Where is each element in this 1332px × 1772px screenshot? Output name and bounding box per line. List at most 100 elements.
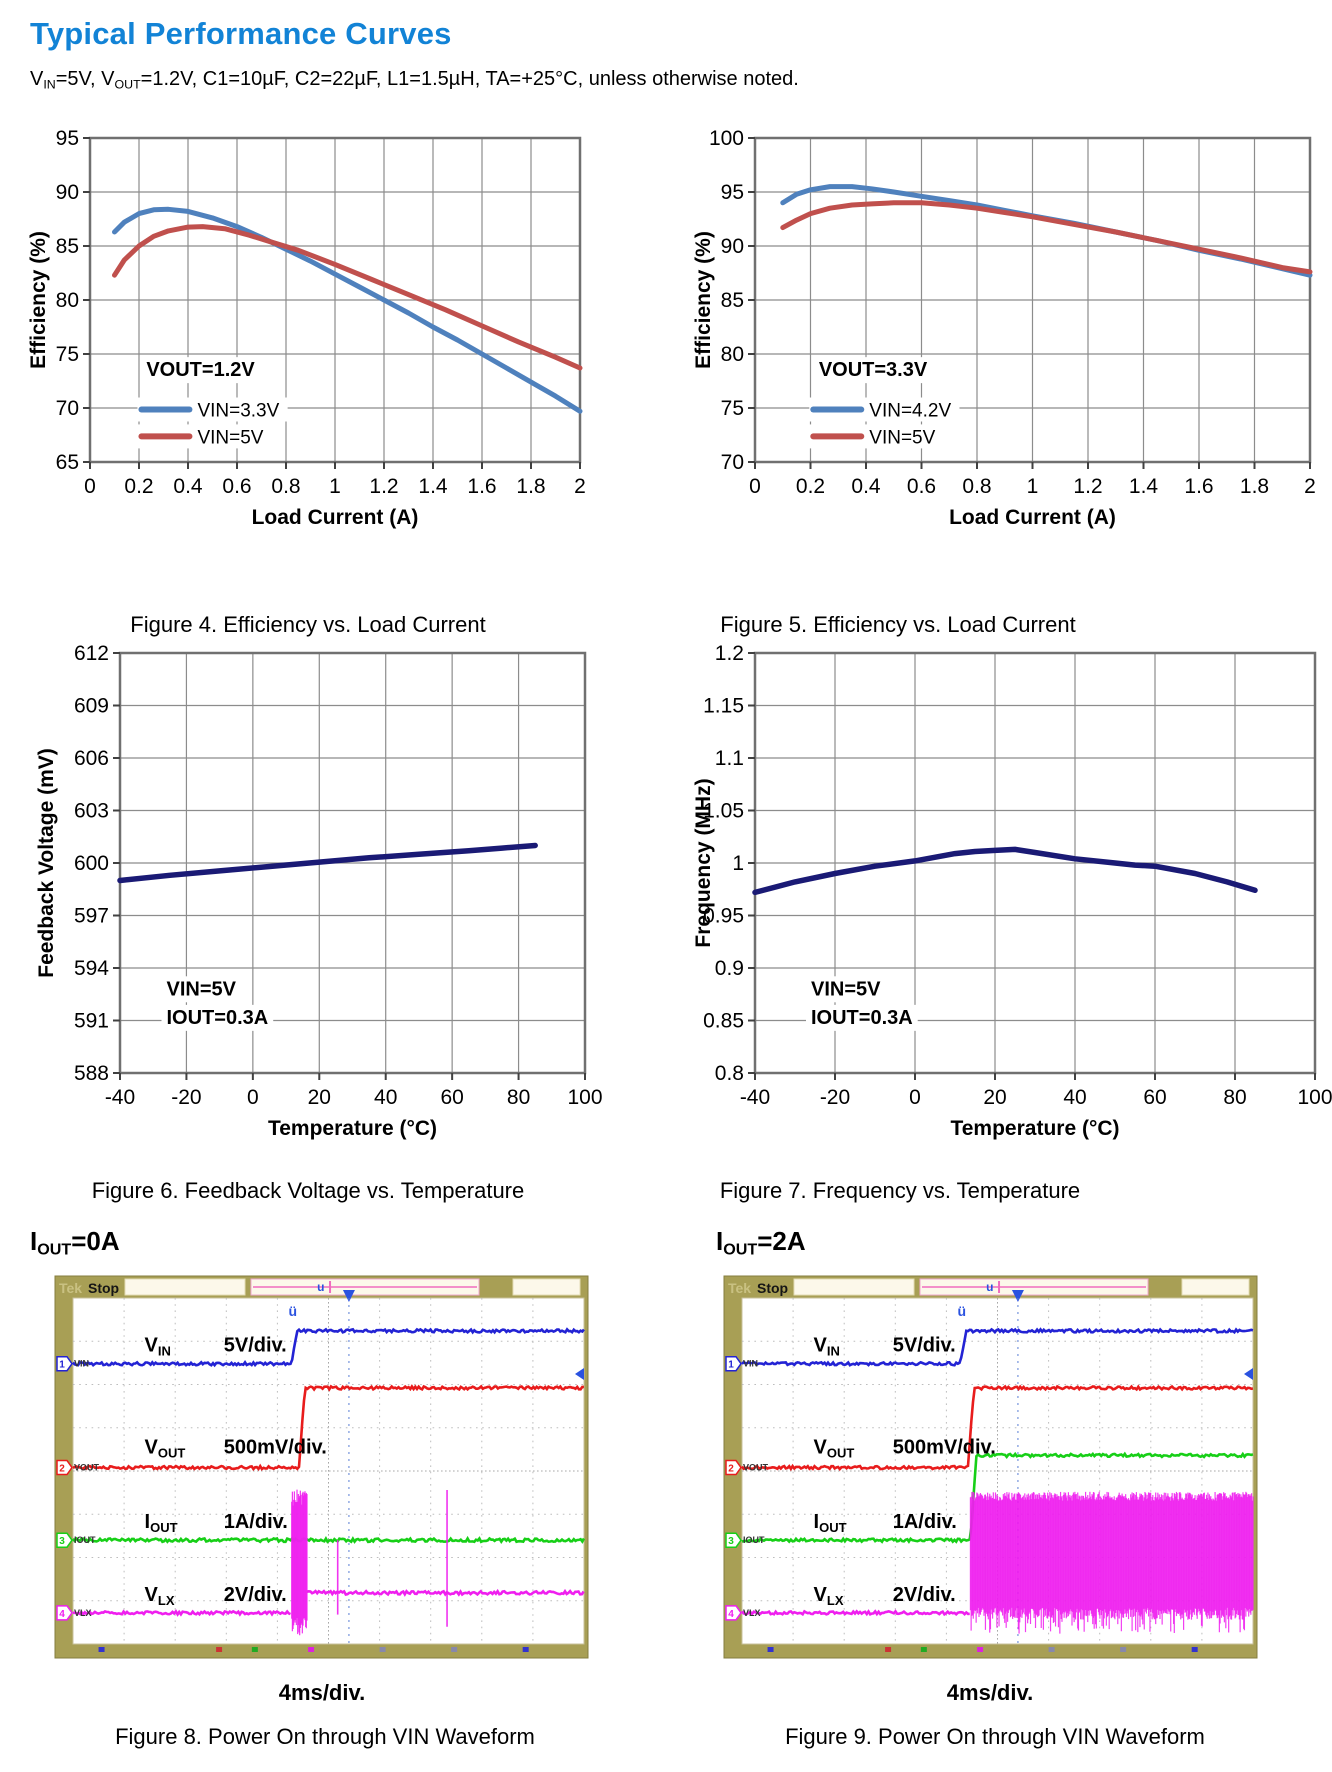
oscilloscope-figure9: Tek Stop u ü 1 VIN VIN 5V/div. 2 VOUT VOUT 500mV/di… — [723, 1275, 1258, 1659]
x-axis-title: Temperature (°C) — [268, 1117, 437, 1140]
trigger-marker-icon: ü — [957, 1303, 966, 1319]
trace-scale-VLX: 2V/div. — [224, 1584, 287, 1606]
subscript-text: IN — [43, 77, 56, 92]
y-tick-label: 600 — [74, 852, 109, 875]
channel-number: 3 — [728, 1536, 734, 1547]
y-tick-label: 609 — [74, 695, 109, 718]
bottom-markers — [767, 1647, 1198, 1652]
text-segment: =1.2V, C1=10µF, C2=22µF, L1=1.5µH, TA=+2… — [140, 68, 799, 90]
tick-labels: -40 -20 0 20 40 60 80 100 588 591 594 597 600 603 606 6… — [74, 642, 603, 1109]
annotation-bg — [141, 357, 261, 384]
annotation-bg — [806, 1004, 918, 1031]
toolbar-box-right — [1181, 1278, 1250, 1296]
toolbar-box — [124, 1278, 246, 1296]
y-tick-label: 95 — [56, 127, 79, 150]
channel-number: 2 — [59, 1464, 65, 1475]
channel-number: 2 — [728, 1464, 734, 1475]
annotation: VOUT=1.2V — [141, 357, 261, 384]
trace-scale-VIN: 5V/div. — [893, 1335, 956, 1357]
acquisition-status: Stop — [757, 1280, 788, 1296]
text-segment: =2A — [757, 1226, 806, 1256]
x-tick-label: -20 — [171, 1086, 201, 1109]
y-tick-label: 90 — [721, 235, 744, 258]
channel-number: 4 — [728, 1609, 734, 1620]
timebase-figure9: 4ms/div. — [946, 1680, 1034, 1705]
annotation-bg — [161, 1004, 274, 1031]
subscript-text: OUT — [723, 1240, 758, 1259]
y-tick-label: 591 — [74, 1010, 109, 1033]
trace-scale-VIN: 5V/div. — [224, 1335, 287, 1357]
y-tick-label: 65 — [56, 451, 79, 474]
y-tick-label: 0.95 — [703, 905, 744, 928]
y-tick-label: 75 — [721, 397, 744, 420]
series-group — [112, 206, 583, 414]
y-tick-label: 100 — [709, 127, 744, 150]
y-tick-label: 75 — [56, 343, 79, 366]
annotation-line: IOUT=0.3A — [811, 1007, 913, 1029]
x-tick-label: 0.6 — [907, 475, 936, 498]
y-tick-label: 1 — [732, 852, 744, 875]
series-VIN=4.2V — [780, 184, 1313, 278]
x-tick-label: 80 — [507, 1086, 530, 1109]
annotation: VIN=5V IOUT=0.3A — [806, 976, 918, 1031]
y-tick-label: 0.85 — [703, 1010, 744, 1033]
x-tick-label: 0 — [247, 1086, 259, 1109]
x-tick-label: -40 — [740, 1086, 770, 1109]
x-tick-label: 1.8 — [516, 475, 545, 498]
y-tick-label: 603 — [74, 800, 109, 823]
trace-label-VIN: VIN — [814, 1335, 840, 1359]
channel-tag: VLX — [743, 1608, 761, 1618]
chart-svg-figure6: -40 -20 0 20 40 60 80 100 588 591 594 597 600 603 606 6… — [35, 642, 603, 1140]
chart-efficiency-vout3v3: 0 0.2 0.4 0.6 0.8 1 1.2 1.4 1.6 1.8 2 70 75 80 85 90 95 1… — [610, 120, 1332, 535]
scope-header-iout-0a: IOUT=0A — [30, 1226, 120, 1260]
gridlines — [120, 653, 585, 1073]
channel-tag: VIN — [74, 1359, 89, 1369]
y-tick-label: 594 — [74, 957, 109, 980]
trigger-marker-icon: ü — [288, 1303, 297, 1319]
channel-labels: 1 VIN VIN 5V/div. 2 VOUT VOUT 500mV/div. 3 IOUT IO… — [725, 1335, 996, 1621]
chart-efficiency-vout1v2: 0 0.2 0.4 0.6 0.8 1 1.2 1.4 1.6 1.8 2 65 70 75 80 85 90 9… — [15, 120, 600, 535]
y-tick-label: 85 — [721, 289, 744, 312]
y-tick-label: 0.9 — [715, 957, 744, 980]
series-group — [117, 842, 538, 884]
trace-label-VOUT: VOUT — [814, 1437, 855, 1461]
x-tick-label: 1.4 — [418, 475, 448, 498]
legend: VIN=4.2V VIN=5V — [809, 397, 960, 449]
y-tick-label: 85 — [56, 235, 79, 258]
acquisition-status: Stop — [88, 1280, 119, 1296]
channel-badge-VIN — [56, 1355, 73, 1372]
x-axis-title: Load Current (A) — [949, 506, 1116, 529]
caption-figure5: Figure 5. Efficiency vs. Load Current — [720, 612, 1076, 637]
y-tick-label: 1.1 — [715, 747, 744, 770]
text-segment: V — [30, 68, 44, 90]
y-tick-label: 0.8 — [715, 1062, 744, 1085]
chart-svg-figure7: -40 -20 0 20 40 60 80 100 0.8 0.85 0.9 0.95 1 1.05 1.1… — [692, 642, 1332, 1140]
channel-badge-VIN — [725, 1355, 742, 1372]
x-tick-label: 1 — [1027, 475, 1039, 498]
annotation-line: VOUT=3.3V — [819, 359, 928, 381]
x-tick-label: 0.2 — [124, 475, 153, 498]
x-tick-label: 0.6 — [222, 475, 251, 498]
channel-badge-VOUT — [725, 1459, 742, 1476]
legend: VIN=3.3V VIN=5V — [137, 397, 288, 449]
x-tick-label: 0 — [84, 475, 96, 498]
trace-label-VLX: VLX — [145, 1584, 175, 1608]
tick-labels: -40 -20 0 20 40 60 80 100 0.8 0.85 0.9 0.95 1 1.05 1.1… — [703, 642, 1332, 1109]
trace-label-VLX: VLX — [814, 1584, 844, 1608]
caption-figure9: Figure 9. Power On through VIN Waveform — [785, 1724, 1205, 1749]
x-tick-label: 1.2 — [1073, 475, 1102, 498]
chart-frequency: -40 -20 0 20 40 60 80 100 0.8 0.85 0.9 0.95 1 1.05 1.1… — [610, 635, 1332, 1147]
y-tick-label: 588 — [74, 1062, 109, 1085]
oscilloscope-figure8: Tek Stop u ü 1 VIN VIN 5V/div. 2 VOUT VOUT 500mV/di… — [54, 1275, 589, 1659]
y-axis-title: Feedback Voltage (mV) — [35, 748, 58, 978]
y-tick-label: 95 — [721, 181, 744, 204]
annotation: VIN=5V IOUT=0.3A — [161, 976, 274, 1031]
y-tick-label: 70 — [56, 397, 79, 420]
channel-number: 1 — [728, 1360, 734, 1371]
x-tick-label: 1.6 — [467, 475, 496, 498]
channel-tag: VOUT — [74, 1463, 100, 1473]
trace-scale-VLX: 2V/div. — [893, 1584, 956, 1606]
trigger-marker-bar-icon: u — [986, 1280, 993, 1294]
x-tick-label: 0 — [909, 1086, 921, 1109]
